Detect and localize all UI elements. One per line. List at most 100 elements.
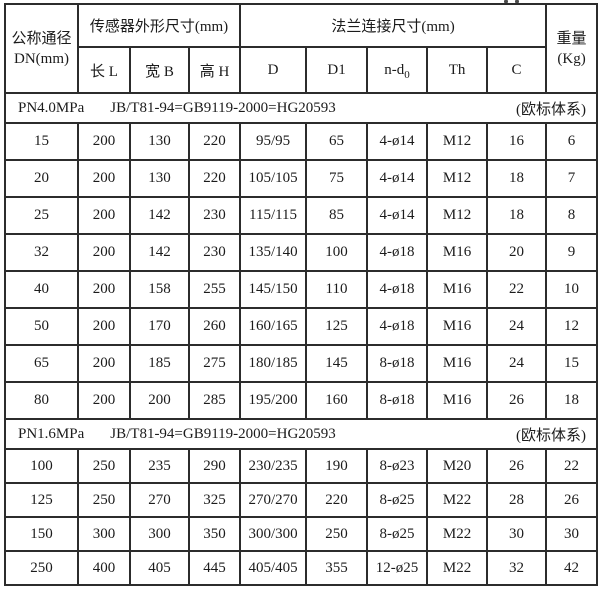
table-row: 65 200 185 275 180/185 145 8-ø18 M16 24 15	[4, 344, 599, 383]
table-cell: 20	[4, 159, 79, 198]
table-cell: 325	[187, 482, 242, 518]
table-cell: 30	[486, 516, 548, 552]
table-cell: 4-ø14	[366, 159, 429, 198]
table-cell: 185	[129, 344, 190, 383]
table-cell: 200	[77, 196, 131, 235]
table-cell: 190	[305, 448, 369, 484]
table-cell: 200	[77, 381, 131, 420]
table-cell: 200	[77, 270, 131, 309]
table-cell: M16	[426, 270, 489, 309]
table-cell: 290	[187, 448, 242, 484]
table-cell: 26	[545, 482, 599, 518]
header-length-l: 长 L	[77, 46, 131, 94]
table-cell: 250	[77, 482, 131, 518]
table-cell: 200	[77, 159, 131, 198]
table-cell: M22	[426, 482, 489, 518]
table-cell: 230	[187, 233, 242, 272]
header-width-b: 宽 B	[129, 46, 190, 94]
table-cell: 50	[4, 307, 79, 346]
header-nominal-diameter-line1: 公称通径	[11, 30, 72, 47]
header-c: C	[486, 46, 548, 94]
table-cell: 42	[545, 550, 599, 586]
header-height-h: 高 H	[187, 46, 242, 94]
table-cell: 16	[486, 122, 548, 161]
table-cell: M20	[426, 448, 489, 484]
pressure-section-cell: PN4.0MPa JB/T81-94=GB9119-2000=HG20593 (欧标…	[3, 92, 599, 124]
table-cell: 8-ø18	[366, 344, 429, 383]
table-cell: 32	[486, 550, 548, 586]
table-cell: 445	[187, 550, 242, 586]
table-cell: 26	[486, 448, 548, 484]
pressure-section-cell: PN1.6MPa JB/T81-94=GB9119-2000=HG20593 (欧标…	[3, 418, 599, 450]
table-row: 40 200 158 255 145/150 110 4-ø18 M16 22 10	[4, 270, 599, 309]
table-cell: 235	[129, 448, 190, 484]
table-cell: 100	[4, 448, 79, 484]
table-cell: 195/200	[239, 381, 308, 420]
table-cell: 15	[4, 122, 79, 161]
cropped-text-artifact	[504, 0, 534, 3]
table-cell: M16	[426, 233, 489, 272]
table-cell: 250	[77, 448, 131, 484]
table-cell: M16	[426, 307, 489, 346]
table-cell: 9	[545, 233, 599, 272]
header-sensor-dimensions-group: 传感器外形尺寸(mm)	[76, 3, 242, 48]
table-cell: 4-ø18	[366, 270, 429, 309]
table-cell: 158	[129, 270, 190, 309]
table-cell: 130	[129, 122, 190, 161]
table-cell: 300	[129, 516, 190, 552]
table-cell: 220	[305, 482, 369, 518]
header-weight-line2: (Kg)	[557, 50, 586, 67]
table-cell: 145	[305, 344, 369, 383]
table-cell: 270/270	[239, 482, 308, 518]
table-row: 50 200 170 260 160/165 125 4-ø18 M16 24 12	[4, 307, 599, 346]
table-cell: 300	[77, 516, 131, 552]
table-cell: 4-ø14	[366, 122, 429, 161]
table-cell: 80	[4, 381, 79, 420]
header-n-d0-base: n-d	[384, 61, 405, 78]
table-cell: 150	[4, 516, 79, 552]
table-row: 125 250 270 325 270/270 220 8-ø25 M22 28 26	[4, 482, 599, 518]
table-cell: 255	[187, 270, 242, 309]
table-cell: 7	[545, 159, 599, 198]
table-cell: M12	[426, 122, 489, 161]
header-th: Th	[426, 46, 489, 94]
table-cell: 405	[129, 550, 190, 586]
table-cell: 10	[545, 270, 599, 309]
pressure-rating-label: PN4.0MPa	[18, 99, 85, 116]
table-cell: 170	[129, 307, 190, 346]
table-cell: 125	[4, 482, 79, 518]
table-cell: M12	[426, 196, 489, 235]
table-cell: 24	[486, 307, 548, 346]
table-cell: 285	[187, 381, 242, 420]
pressure-section-row: PN1.6MPa JB/T81-94=GB9119-2000=HG20593 (欧标…	[3, 418, 599, 450]
table-row: 250 400 405 445 405/405 355 12-ø25 M22 32 42	[4, 550, 599, 586]
table-cell: 130	[129, 159, 190, 198]
table-cell: 275	[187, 344, 242, 383]
table-cell: 300/300	[239, 516, 308, 552]
table-cell: 230/235	[239, 448, 308, 484]
header-d: D	[239, 46, 308, 94]
table-cell: 355	[305, 550, 369, 586]
pressure-rating-label: PN1.6MPa	[18, 425, 85, 442]
table-cell: 105/105	[239, 159, 308, 198]
table-cell: M22	[426, 516, 489, 552]
table-cell: M16	[426, 344, 489, 383]
table-cell: 220	[187, 122, 242, 161]
table-cell: 180/185	[239, 344, 308, 383]
table-cell: 142	[129, 233, 190, 272]
table-cell: 75	[305, 159, 369, 198]
table-cell: 125	[305, 307, 369, 346]
table-cell: 145/150	[239, 270, 308, 309]
table-cell: 200	[77, 233, 131, 272]
table-cell: 12	[545, 307, 599, 346]
table-cell: 8	[545, 196, 599, 235]
header-weight: 重量 (Kg)	[545, 3, 599, 94]
table-cell: 85	[305, 196, 369, 235]
table-cell: 160/165	[239, 307, 308, 346]
flange-standard-label: JB/T81-94=GB9119-2000=HG20593	[110, 425, 336, 442]
table-row: 32 200 142 230 135/140 100 4-ø18 M16 20 9	[4, 233, 599, 272]
table-cell: 230	[187, 196, 242, 235]
header-n-d0-subscript: 0	[404, 68, 410, 81]
table-cell: 4-ø14	[366, 196, 429, 235]
table-cell: 142	[129, 196, 190, 235]
